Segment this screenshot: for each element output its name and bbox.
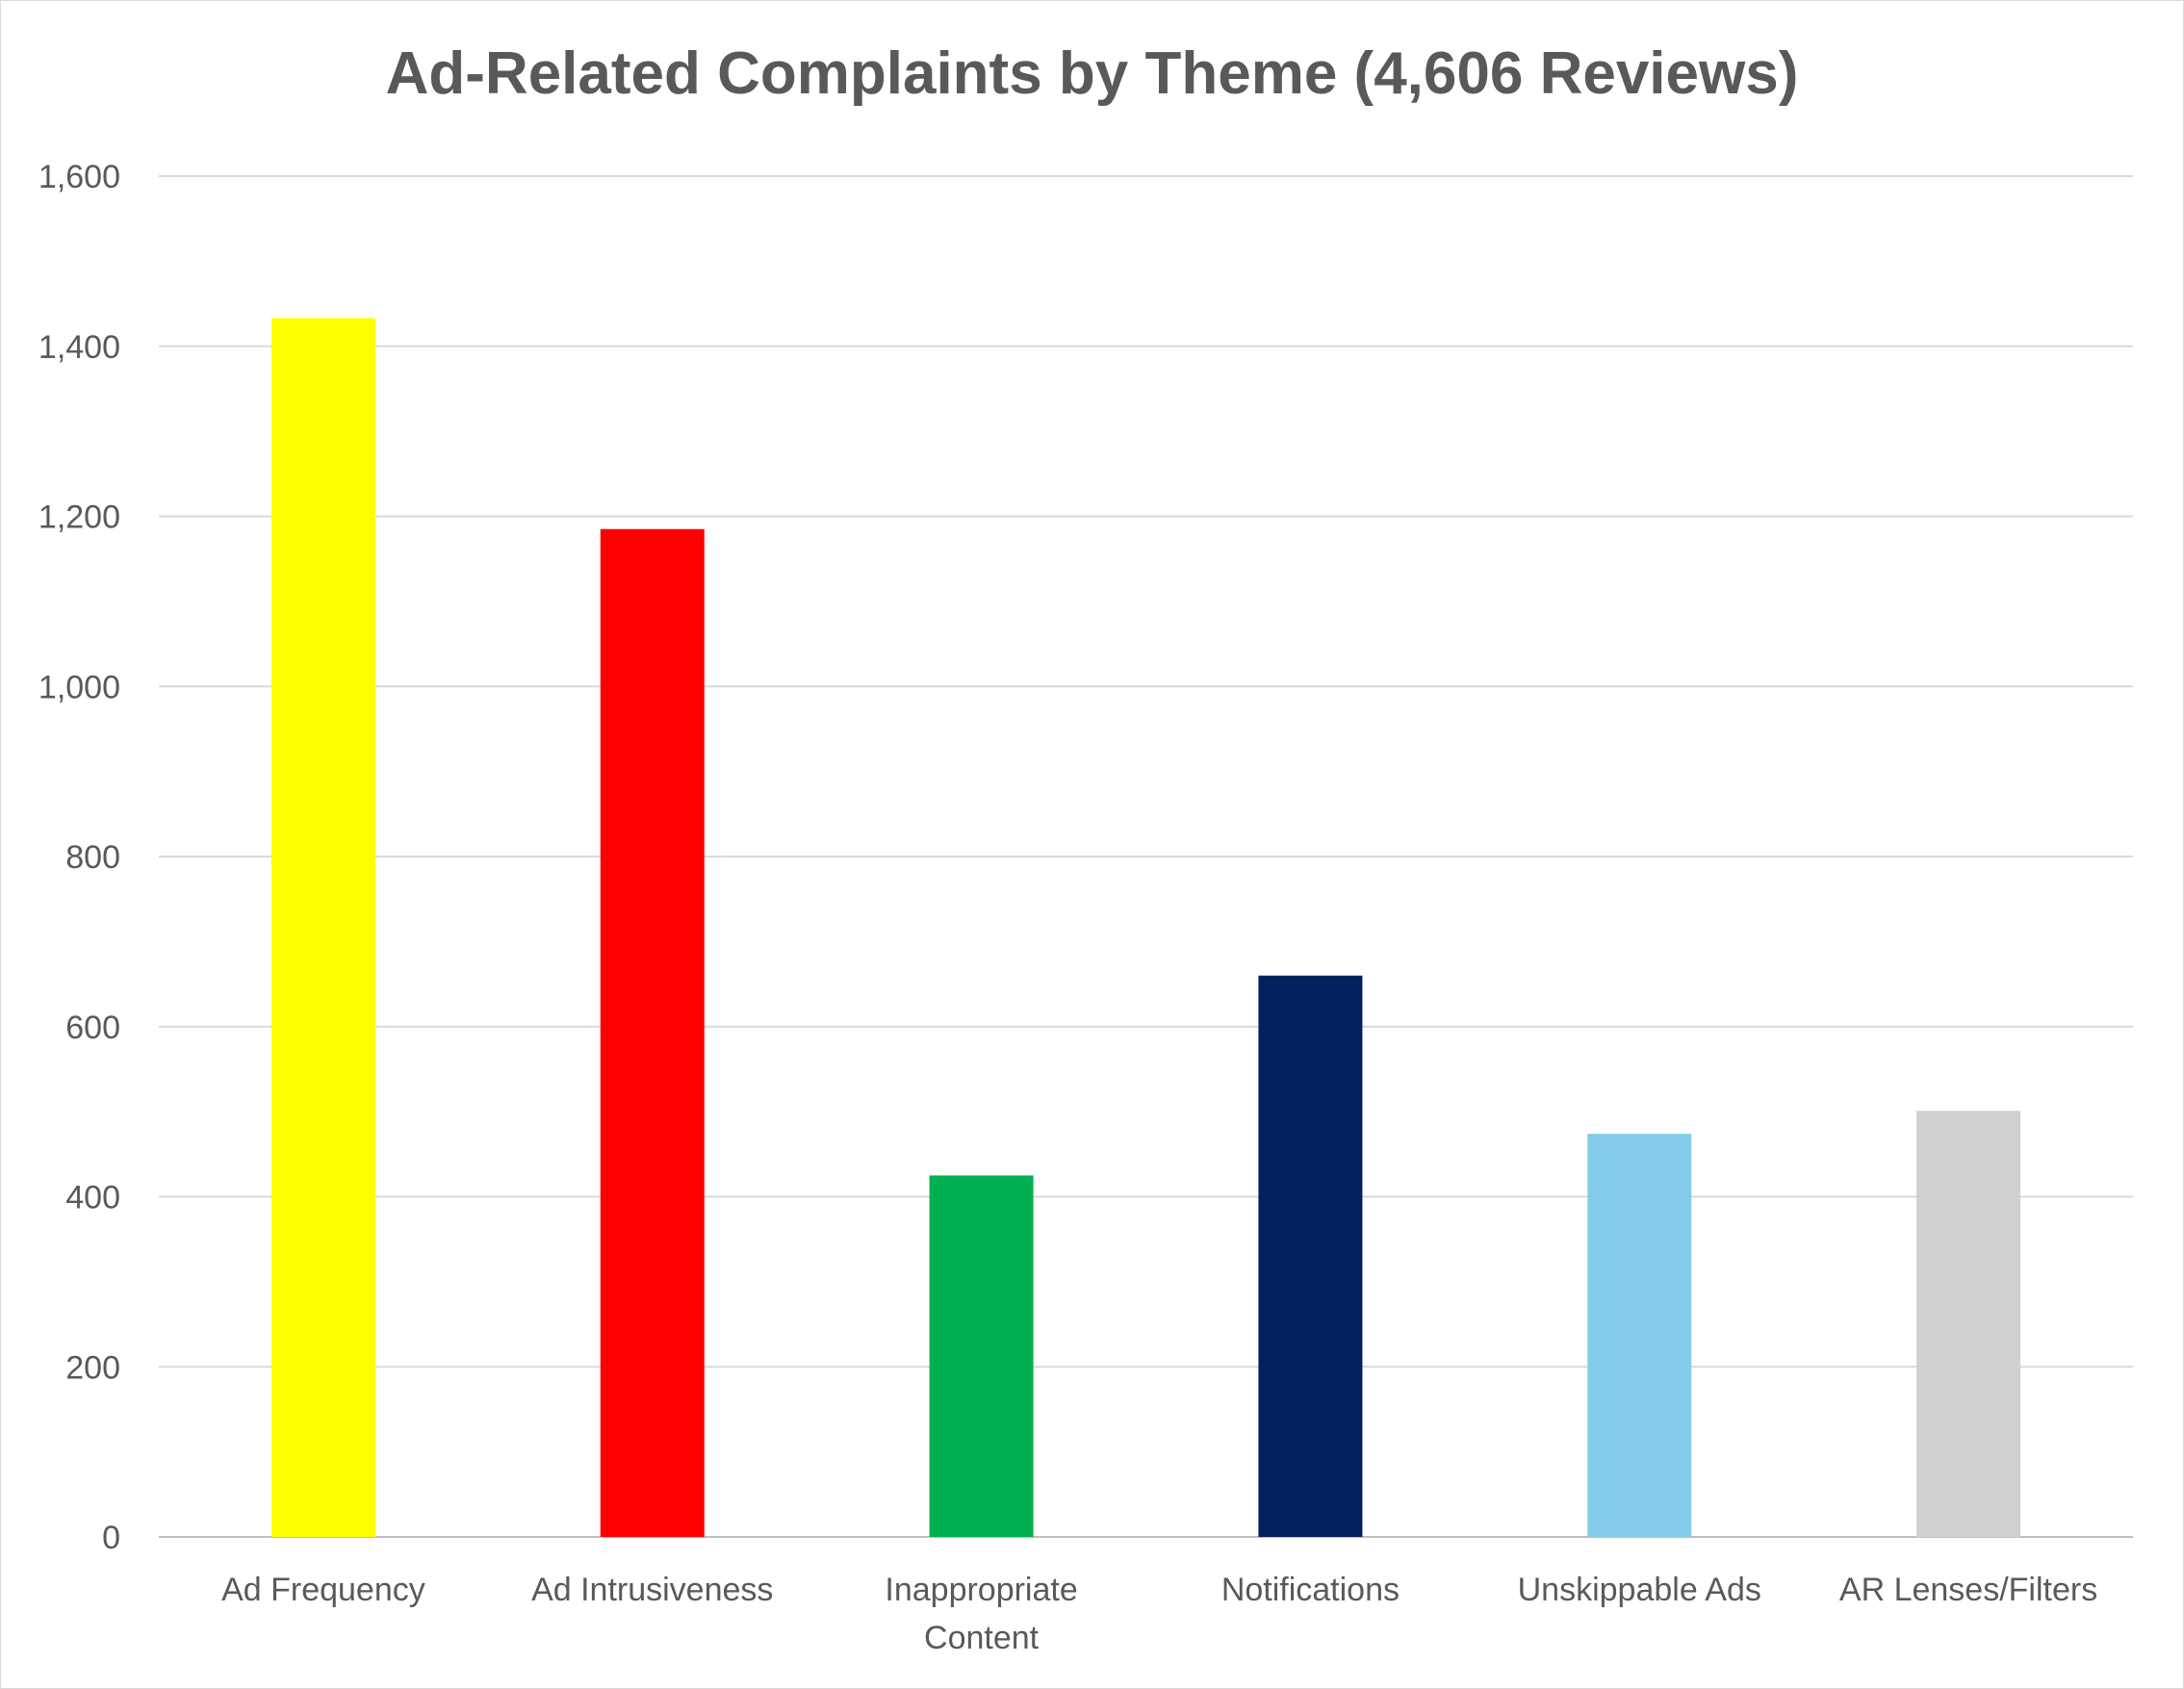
x-category-label: Unskippable Ads [1518,1572,1761,1608]
y-tick-label: 1,000 [39,669,120,705]
y-tick-label: 800 [65,839,120,876]
x-category-label: Inappropriate Content [885,1572,1077,1656]
x-category-label: Ad Intrusiveness [531,1572,773,1608]
y-tick-label: 600 [65,1010,120,1046]
gridlines [159,175,2133,1538]
bar [600,528,705,1537]
bar [1916,1111,2021,1537]
y-tick-label: 1,400 [39,329,120,366]
x-category-label: Notifications [1221,1572,1400,1608]
bar [1258,975,1363,1537]
x-category-label: AR Lenses/Filters [1839,1572,2097,1608]
x-axis-categories: Ad Frequency Ad Intrusiveness Inappropriat… [221,1572,2097,1656]
x-category-label: Ad Frequency [221,1572,425,1608]
chart-title: Ad-Related Complaints by Theme (4,606 Re… [385,40,1799,107]
y-tick-label: 0 [102,1520,120,1556]
y-tick-label: 1,600 [39,159,120,195]
bar [929,1175,1034,1537]
y-axis-ticks: 0 200 400 600 800 1,000 1,200 1,400 1,600 [39,159,120,1556]
y-tick-label: 200 [65,1349,120,1386]
bar [270,318,375,1538]
bar [1587,1134,1692,1537]
y-tick-label: 400 [65,1180,120,1216]
bars [270,318,2021,1538]
y-tick-label: 1,200 [39,499,120,536]
